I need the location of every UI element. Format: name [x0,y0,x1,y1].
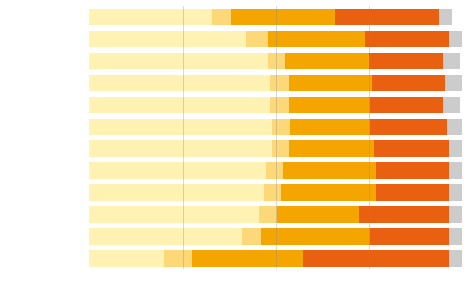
Bar [259,206,277,223]
Bar [246,31,268,47]
Bar [260,228,370,244]
Bar [192,250,303,267]
Bar [272,118,291,135]
Bar [365,31,448,47]
Bar [89,9,212,25]
Bar [448,184,462,201]
Bar [89,206,259,223]
Bar [447,118,462,135]
Bar [89,118,272,135]
Bar [164,250,192,267]
Bar [445,75,462,91]
Bar [448,140,462,157]
Bar [448,162,462,179]
Bar [370,97,443,113]
Bar [376,184,448,201]
Bar [370,118,447,135]
Bar [89,184,264,201]
Bar [359,206,448,223]
Bar [89,250,164,267]
Bar [231,9,335,25]
Bar [89,75,270,91]
Bar [268,53,285,69]
Bar [335,9,439,25]
Bar [443,53,460,69]
Bar [270,75,289,91]
Bar [281,184,376,201]
Bar [289,75,372,91]
Bar [448,250,462,267]
Bar [376,162,448,179]
Bar [291,118,370,135]
Bar [448,206,462,223]
Bar [448,228,462,244]
Bar [277,206,359,223]
Bar [212,9,231,25]
Bar [89,140,272,157]
Bar [270,97,289,113]
Bar [283,162,376,179]
Bar [443,97,460,113]
Bar [374,140,448,157]
Bar [89,53,268,69]
Bar [268,31,365,47]
Bar [89,31,246,47]
Bar [89,228,242,244]
Bar [439,9,452,25]
Bar [289,97,370,113]
Bar [242,228,260,244]
Bar [266,162,283,179]
Bar [264,184,281,201]
Bar [370,228,448,244]
Bar [289,140,374,157]
Bar [89,97,270,113]
Bar [372,75,445,91]
Bar [272,140,289,157]
Bar [285,53,368,69]
Bar [89,162,266,179]
Bar [303,250,448,267]
Bar [368,53,443,69]
Bar [448,31,462,47]
